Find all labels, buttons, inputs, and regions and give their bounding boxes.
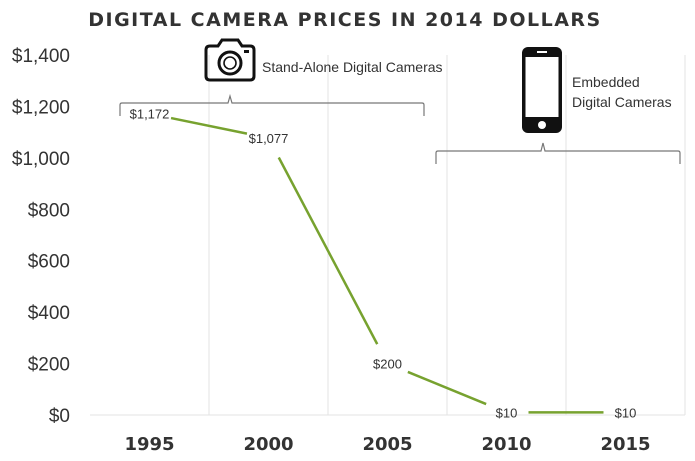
x-tick-label: 2005 [362,434,412,455]
series-segment-2 [407,370,487,406]
y-tick-label: $800 [28,200,70,221]
annotation-standalone-label: Stand-Alone Digital Cameras [262,59,443,75]
y-tick-label: $0 [49,406,70,427]
y-axis: $0 $200 $400 $600 $800 $1,000 $1,200 $1,400 [12,46,70,427]
x-tick-label: 2010 [481,434,531,455]
series-segment-1 [277,156,379,345]
annotation-embedded: Embedded Digital Cameras [435,47,681,164]
x-tick-label: 2015 [600,434,650,455]
annotation-embedded-line2: Digital Cameras [572,94,672,110]
data-label: $1,172 [130,107,170,122]
smartphone-icon [522,47,562,133]
data-label: $10 [496,405,518,420]
data-label: $200 [373,357,402,372]
series: $1,172 $1,077 $200 $10 $10 [130,107,637,421]
embedded-brace [435,142,681,164]
annotation-standalone: Stand-Alone Digital Cameras [119,38,443,116]
x-tick-label: 1995 [124,434,174,455]
x-axis: 1995 2000 2005 2010 2015 [124,434,650,455]
y-tick-label: $400 [28,303,70,324]
y-tick-label: $1,000 [12,149,70,170]
camera-icon [204,38,256,82]
y-tick-label: $200 [28,355,70,376]
y-tick-label: $1,200 [12,97,70,118]
x-tick-label: 2000 [243,434,293,455]
standalone-brace [119,93,425,116]
data-label: $10 [615,405,637,420]
series-segment-0 [170,116,248,135]
y-tick-label: $1,400 [12,46,70,67]
y-tick-label: $600 [28,252,70,273]
data-label: $1,077 [249,131,289,146]
annotation-embedded-line1: Embedded [572,74,640,90]
grid [90,55,686,416]
chart-title: DIGITAL CAMERA PRICES IN 2014 DOLLARS [88,9,602,31]
